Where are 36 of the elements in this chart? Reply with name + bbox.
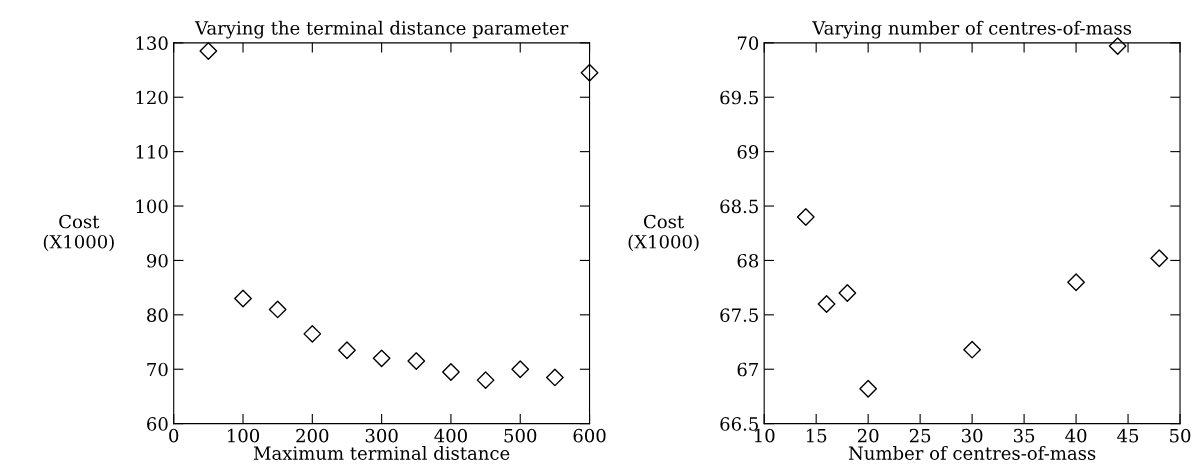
x-tick-label: 15 — [806, 428, 827, 443]
x-tick-label: 40 — [1065, 428, 1087, 443]
x-tick-label: 200 — [296, 428, 329, 443]
x-tick-label: 25 — [909, 428, 931, 443]
x-tick-label: 600 — [573, 428, 606, 443]
y-tick-label: 100 — [136, 199, 168, 214]
y-axis-title: Cost (X1000) — [43, 214, 114, 252]
x-tick-label: 50 — [1170, 428, 1191, 443]
x-tick-label: 100 — [227, 428, 260, 443]
x-axis-title: Number of centres-of-mass — [848, 445, 1096, 460]
x-tick-label: 400 — [434, 428, 467, 443]
y-tick-label: 80 — [147, 308, 168, 322]
chart-title: Varying number of centres-of-mass — [812, 20, 1132, 39]
y-tick-label: 110 — [136, 145, 168, 159]
x-tick-label: 0 — [169, 428, 179, 443]
y-axis-title: Cost (X1000) — [628, 214, 699, 252]
y-tick-label: 69 — [737, 145, 759, 159]
y-tick-label: 60 — [147, 417, 168, 431]
y-tick-label: 70 — [737, 36, 759, 50]
y-tick-label: 70 — [147, 362, 168, 377]
y-tick-label: 68 — [737, 253, 759, 268]
y-tick-label: 69.5 — [720, 90, 758, 105]
x-tick-label: 20 — [857, 428, 879, 443]
x-tick-label: 30 — [962, 428, 983, 443]
y-tick-label: 67 — [737, 362, 759, 377]
x-tick-label: 500 — [504, 428, 537, 443]
x-tick-label: 35 — [1013, 428, 1035, 443]
chart-title: Varying the terminal distance parameter — [194, 20, 569, 39]
y-tick-label: 120 — [136, 90, 168, 105]
x-tick-label: 300 — [365, 428, 398, 443]
y-tick-label: 67.5 — [720, 308, 758, 322]
y-tick-label: 90 — [147, 253, 168, 268]
y-tick-label: 130 — [136, 36, 168, 50]
x-tick-label: 45 — [1117, 428, 1139, 443]
y-tick-label: 68.5 — [720, 199, 758, 214]
x-axis-title: Maximum terminal distance — [253, 445, 510, 460]
